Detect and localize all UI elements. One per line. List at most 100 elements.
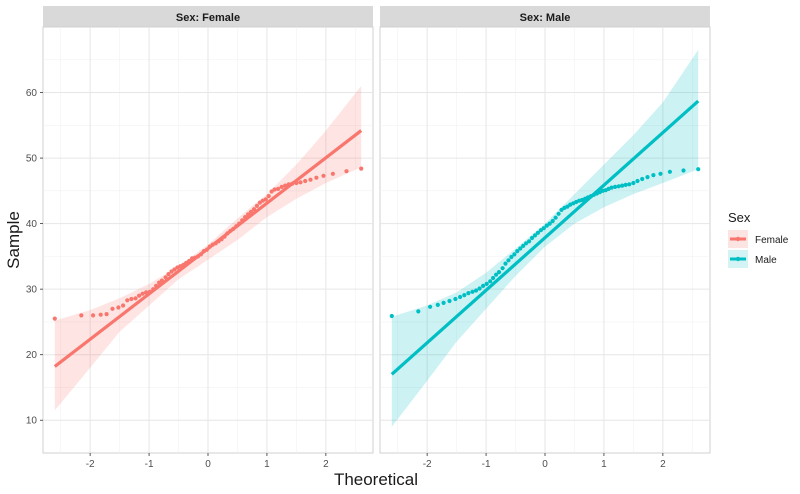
x-axis-title: Theoretical bbox=[334, 470, 418, 489]
data-point bbox=[496, 270, 502, 275]
x-tick-label: 2 bbox=[660, 459, 666, 470]
data-point bbox=[623, 182, 628, 187]
facet-strip-male bbox=[380, 6, 710, 27]
data-point bbox=[219, 237, 224, 242]
data-point bbox=[198, 252, 203, 257]
data-point bbox=[159, 278, 165, 283]
data-point bbox=[616, 184, 621, 189]
data-point bbox=[231, 226, 236, 231]
line-male bbox=[390, 99, 700, 376]
data-point bbox=[129, 296, 134, 302]
data-point bbox=[251, 207, 257, 212]
data-point bbox=[556, 211, 561, 216]
y-tick-label: 40 bbox=[26, 219, 38, 230]
data-point bbox=[470, 289, 475, 294]
data-point bbox=[428, 304, 433, 309]
y-tick-label: 60 bbox=[26, 88, 38, 99]
data-point bbox=[225, 231, 230, 236]
x-tick-label: -2 bbox=[423, 459, 432, 470]
data-point bbox=[506, 258, 511, 263]
data-point bbox=[52, 316, 57, 321]
data-point bbox=[484, 281, 489, 286]
legend: Sex Female Male bbox=[728, 210, 789, 268]
data-point bbox=[104, 312, 109, 317]
data-point bbox=[453, 296, 458, 302]
data-point bbox=[91, 313, 96, 318]
y-tick-label: 50 bbox=[26, 154, 38, 165]
data-point bbox=[609, 185, 614, 190]
legend-key-male: Male bbox=[728, 250, 777, 268]
data-point bbox=[166, 272, 171, 277]
qq-reference-line bbox=[390, 99, 700, 376]
data-point bbox=[133, 296, 138, 301]
x-tick-label: -1 bbox=[145, 459, 154, 470]
data-point bbox=[234, 224, 239, 229]
data-point bbox=[521, 243, 526, 248]
data-point bbox=[187, 258, 192, 264]
facet-strip-female bbox=[43, 6, 373, 27]
data-point bbox=[246, 212, 251, 217]
data-point bbox=[116, 305, 121, 310]
data-point bbox=[330, 171, 335, 176]
y-tick-label: 10 bbox=[26, 416, 38, 427]
data-point bbox=[269, 189, 274, 194]
data-point bbox=[344, 169, 349, 174]
x-tick-label: 1 bbox=[264, 459, 270, 470]
data-point bbox=[635, 178, 640, 184]
data-point bbox=[321, 173, 326, 178]
data-point bbox=[466, 291, 471, 296]
data-point bbox=[359, 166, 364, 171]
data-point bbox=[553, 215, 558, 220]
data-point bbox=[645, 175, 650, 180]
data-point bbox=[216, 239, 221, 244]
data-point bbox=[263, 197, 268, 202]
data-point bbox=[651, 173, 656, 178]
points-female bbox=[52, 166, 364, 321]
data-point bbox=[222, 234, 227, 239]
data-point bbox=[237, 221, 242, 226]
data-point bbox=[696, 167, 701, 172]
data-point bbox=[303, 178, 308, 184]
data-point bbox=[248, 209, 254, 214]
data-point bbox=[547, 221, 552, 226]
data-point bbox=[254, 203, 259, 208]
data-point bbox=[620, 183, 625, 188]
data-point bbox=[151, 287, 156, 292]
data-point bbox=[458, 294, 463, 300]
x-ticks-male: -2 -1 0 1 2 bbox=[423, 453, 666, 470]
data-point bbox=[389, 313, 394, 319]
data-point bbox=[447, 298, 452, 304]
data-point bbox=[286, 182, 291, 187]
data-point bbox=[125, 298, 130, 303]
data-point bbox=[243, 215, 248, 220]
data-point bbox=[314, 175, 319, 180]
data-point bbox=[144, 290, 149, 295]
data-point bbox=[535, 230, 541, 235]
data-point bbox=[532, 233, 538, 238]
x-tick-label: 2 bbox=[323, 459, 329, 470]
data-point bbox=[276, 186, 281, 191]
data-point bbox=[110, 306, 115, 311]
y-tick-label: 20 bbox=[26, 350, 38, 361]
data-point bbox=[512, 252, 517, 257]
data-point bbox=[613, 184, 618, 189]
data-point bbox=[98, 312, 103, 317]
data-point bbox=[494, 272, 499, 277]
data-point bbox=[121, 303, 126, 308]
data-point bbox=[172, 267, 177, 272]
facet-title-female: Sex: Female bbox=[176, 12, 240, 24]
data-point bbox=[658, 171, 663, 176]
data-point bbox=[240, 218, 245, 223]
legend-key-female: Female bbox=[728, 230, 789, 248]
data-point bbox=[416, 309, 421, 314]
points-male bbox=[389, 167, 701, 319]
x-tick-label: -2 bbox=[86, 459, 95, 470]
data-point bbox=[515, 249, 520, 254]
data-point bbox=[488, 279, 493, 284]
data-point bbox=[541, 226, 546, 231]
facet-female: Sex: Female -2 -1 0 1 2 bbox=[42, 6, 374, 470]
data-point bbox=[491, 275, 496, 281]
data-point bbox=[681, 168, 686, 173]
grid-female bbox=[43, 27, 373, 453]
